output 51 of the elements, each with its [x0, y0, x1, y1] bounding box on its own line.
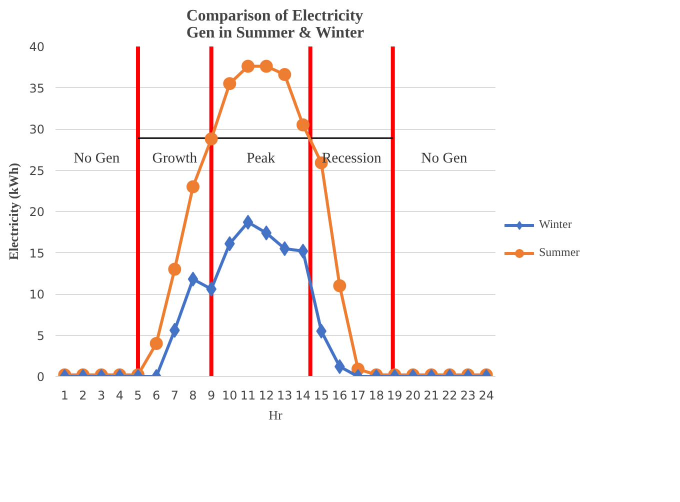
x-axis-title: Hr — [268, 408, 284, 422]
x-tick-label: 3 — [98, 388, 106, 402]
x-tick-label: 11 — [240, 388, 256, 402]
y-tick-label: 10 — [29, 288, 45, 302]
x-tick-label: 2 — [79, 388, 87, 402]
x-tick-label: 6 — [152, 388, 160, 402]
x-tick-label: 10 — [222, 388, 238, 402]
y-tick-label: 0 — [36, 370, 45, 384]
y-tick-label: 25 — [29, 164, 45, 178]
y-tick-label: 15 — [29, 246, 45, 260]
x-tick-label: 20 — [405, 388, 421, 402]
annotation: Peak — [246, 150, 276, 167]
point — [242, 60, 254, 73]
x-tick-label: 23 — [460, 388, 476, 402]
annotation: Recession — [322, 150, 382, 167]
legend-label: Summer — [539, 245, 580, 260]
point — [242, 214, 254, 230]
x-tick-label: 1 — [60, 388, 68, 402]
legend-label: Winter — [539, 217, 572, 232]
x-tick-label: 5 — [134, 388, 142, 402]
x-tick-label: 15 — [314, 388, 329, 402]
point — [204, 132, 218, 146]
point — [260, 60, 273, 73]
x-tick-label: 8 — [189, 388, 197, 402]
x-tick-label: 24 — [478, 388, 494, 402]
x-tick-label: 19 — [387, 388, 402, 402]
x-tick-label: 21 — [424, 388, 439, 402]
y-tick-label: 5 — [36, 328, 45, 343]
annotation: No Gen — [74, 150, 120, 167]
x-tick-label: 9 — [208, 388, 216, 402]
x-tick-label: 13 — [277, 388, 292, 402]
x-tick-label: 12 — [258, 388, 274, 402]
x-tick-label: 14 — [295, 388, 311, 402]
x-tick-label: 17 — [350, 388, 366, 402]
point — [296, 118, 310, 132]
annotation: Growth — [152, 150, 198, 167]
y-tick-label: 40 — [29, 40, 45, 54]
x-tick-label: 18 — [368, 388, 384, 402]
x-tick-label: 16 — [332, 388, 348, 402]
point — [223, 77, 236, 90]
x-tick-label: 7 — [170, 388, 178, 402]
point — [186, 180, 200, 194]
chart-title: Comparison of Electricity Gen in Summer & Winter — [186, 8, 364, 42]
point — [278, 68, 292, 82]
y-axis-title: Electricity (kWh) — [6, 162, 22, 260]
y-tick-label: 20 — [29, 205, 45, 219]
y-tick-label: 35 — [29, 81, 45, 96]
x-tick-label: 22 — [442, 388, 458, 402]
y-tick-label: 30 — [29, 122, 45, 136]
x-tick-label: 4 — [116, 388, 124, 402]
annotation: No Gen — [421, 150, 468, 167]
